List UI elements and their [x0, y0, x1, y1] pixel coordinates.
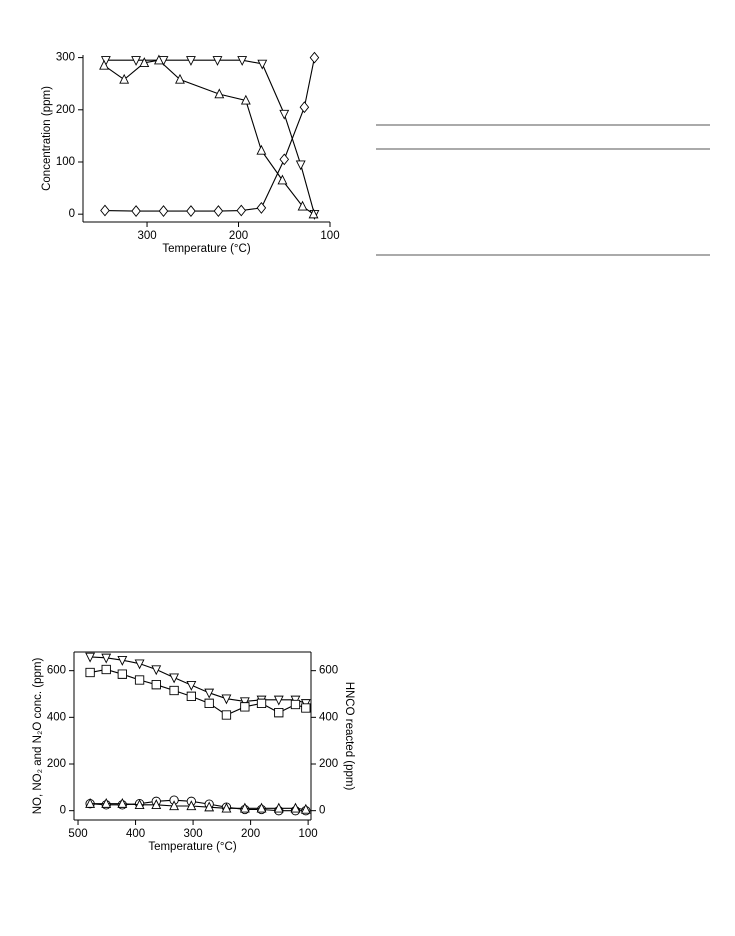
data-point: [256, 144, 267, 155]
x-tick-label: 300: [137, 230, 156, 242]
series-line: [104, 57, 315, 212]
x-tick-label: 500: [68, 828, 87, 840]
data-point: [186, 800, 197, 811]
data-point: [297, 200, 308, 211]
data-point: [221, 802, 232, 813]
y2-tick-label: 400: [319, 711, 338, 723]
data-point: [308, 208, 319, 219]
data-point: [277, 174, 288, 185]
y-tick-label: 0: [60, 805, 66, 817]
data-point: [154, 54, 164, 65]
data-point: [273, 695, 284, 706]
data-point: [134, 675, 145, 685]
data-point: [169, 685, 179, 696]
data-point: [237, 56, 248, 66]
data-point: [186, 691, 196, 701]
data-point: [134, 799, 145, 809]
data-point: [299, 101, 310, 114]
data-point: [119, 73, 130, 84]
data-point: [186, 205, 196, 217]
x-tick-label: 100: [320, 230, 339, 242]
data-point: [256, 802, 267, 813]
data-point: [186, 56, 196, 66]
y2-tick-label: 600: [319, 665, 338, 677]
y-tick-label: 200: [56, 104, 75, 116]
data-point: [300, 803, 311, 814]
y2-axis-label: HNCO reacted (ppm): [343, 682, 355, 791]
data-point: [279, 109, 290, 120]
data-point: [257, 59, 268, 70]
data-point: [240, 702, 250, 712]
x-tick-label: 400: [126, 828, 145, 840]
data-point: [240, 94, 251, 105]
data-point: [117, 656, 128, 666]
data-point: [290, 699, 301, 710]
data-point: [101, 664, 111, 675]
data-point: [213, 205, 224, 217]
x-axis-label: Temperature (°C): [148, 841, 236, 853]
data-point: [204, 801, 215, 812]
data-point: [101, 797, 112, 808]
data-point: [273, 802, 284, 813]
data-point: [169, 800, 180, 811]
y-tick-label: 600: [47, 665, 66, 677]
data-point: [214, 88, 225, 99]
x-axis-label: Temperature (°C): [162, 243, 250, 255]
data-point: [256, 698, 267, 708]
data-point: [85, 797, 96, 808]
y-tick-label: 300: [56, 52, 75, 64]
data-point: [134, 659, 145, 670]
data-point: [131, 56, 141, 66]
data-point: [204, 688, 215, 699]
data-point: [151, 680, 161, 690]
data-point: [117, 797, 128, 808]
data-point: [101, 653, 112, 664]
data-point: [212, 56, 223, 66]
x-tick-label: 200: [241, 828, 260, 840]
x-tick-label: 100: [299, 828, 318, 840]
data-point: [100, 204, 110, 217]
data-point: [221, 694, 232, 705]
x-tick-label: 300: [183, 828, 202, 840]
y-tick-label: 200: [47, 758, 66, 770]
data-point: [274, 708, 284, 718]
data-point: [139, 57, 150, 67]
data-point: [131, 205, 141, 217]
data-point: [295, 160, 306, 171]
series-line: [103, 59, 314, 215]
data-point: [175, 73, 185, 84]
y2-tick-label: 200: [319, 758, 338, 770]
data-point: [151, 665, 162, 676]
data-point: [85, 667, 95, 678]
data-point: [279, 153, 290, 166]
data-point: [301, 703, 311, 713]
data-point: [236, 204, 247, 217]
data-point: [221, 710, 232, 720]
data-point: [186, 680, 197, 691]
x-tick-label: 200: [229, 230, 248, 242]
y-tick-label: 400: [47, 711, 66, 723]
data-point: [309, 51, 320, 64]
data-point: [204, 698, 214, 708]
y2-tick-label: 0: [319, 805, 325, 817]
data-point: [239, 697, 250, 708]
series-line: [105, 59, 315, 215]
data-point: [158, 205, 169, 217]
y-tick-label: 0: [69, 208, 75, 220]
data-point: [256, 201, 267, 214]
data-point: [290, 802, 301, 813]
data-point: [239, 802, 250, 813]
data-point: [169, 673, 180, 684]
data-point: [85, 652, 96, 663]
y-tick-label: 100: [56, 156, 75, 168]
y-axis-label: NO, NO₂ and N₂O conc. (ppm): [32, 658, 44, 815]
data-point: [117, 669, 127, 679]
data-point: [99, 59, 109, 70]
series-line: [90, 656, 306, 704]
data-point: [151, 799, 162, 809]
y-axis-label: Concentration (ppm): [41, 86, 53, 191]
